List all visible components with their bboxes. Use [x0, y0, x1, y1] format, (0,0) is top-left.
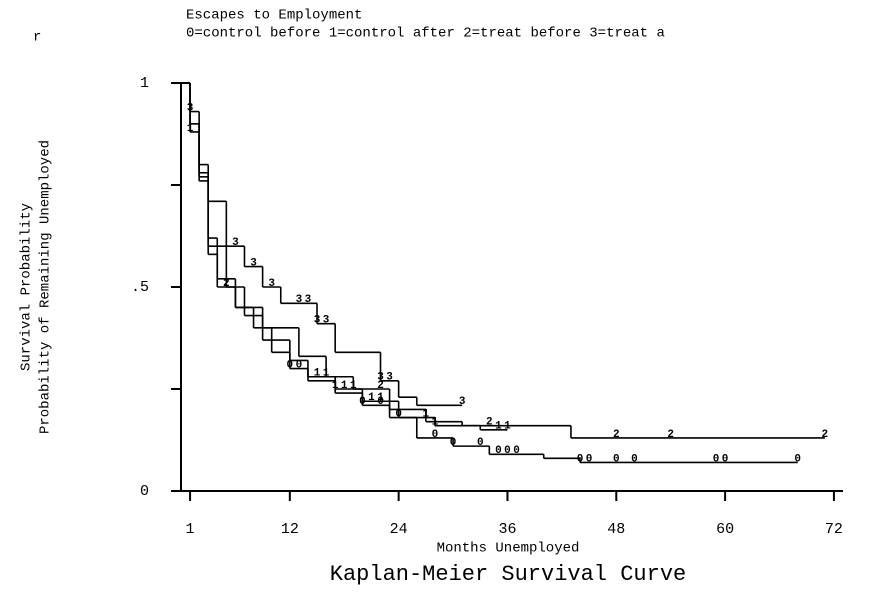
censor-marker: 1: [368, 392, 375, 404]
censor-marker: 0: [432, 429, 439, 441]
censor-marker: 1: [187, 123, 194, 135]
censor-marker: 1: [341, 380, 348, 392]
corner-text: r: [33, 30, 41, 46]
caption: Kaplan-Meier Survival Curve: [330, 562, 686, 587]
censor-marker: 2: [822, 429, 829, 441]
censor-marker: 2: [613, 429, 620, 441]
censor-marker: 3: [386, 372, 393, 384]
censor-marker: 0: [613, 453, 620, 465]
y-tick-label: 1: [140, 75, 149, 92]
censor-marker: 2: [223, 278, 230, 290]
censor-marker: 0: [631, 453, 638, 465]
censor-marker: 0: [377, 396, 384, 408]
censor-marker: 3: [296, 294, 303, 306]
censor-marker: 1: [377, 392, 384, 404]
censor-marker: 3: [314, 315, 321, 327]
censor-marker: 3: [232, 237, 239, 249]
censor-marker: 0: [722, 453, 729, 465]
censor-marker: 0: [713, 453, 720, 465]
censor-marker: 2: [667, 429, 674, 441]
censor-marker: 1: [504, 421, 511, 433]
y-axis-label: Survival Probability: [19, 203, 35, 371]
censor-marker: 0: [586, 453, 593, 465]
censor-marker: 0: [359, 396, 366, 408]
x-tick-label: 1: [186, 521, 195, 538]
chart-title: Escapes to Employment: [186, 8, 362, 24]
censor-marker: 3: [250, 258, 257, 270]
censor-marker: 0: [794, 453, 801, 465]
x-tick-label: 72: [825, 521, 843, 538]
x-axis-label: Months Unemployed: [437, 541, 580, 557]
censor-marker: 3: [268, 278, 275, 290]
censor-marker: 2: [486, 417, 493, 429]
censor-marker: 0: [287, 360, 294, 372]
x-tick-label: 60: [716, 521, 734, 538]
x-tick-label: 24: [390, 521, 408, 538]
censor-marker: 3: [377, 372, 384, 384]
censor-marker: 0: [577, 453, 584, 465]
censor-marker: 0: [450, 437, 457, 449]
censor-marker: 3: [305, 294, 312, 306]
y-tick-label: 0: [140, 483, 149, 500]
y-axis-label-2: Probability of Remaining Unemployed: [38, 140, 54, 434]
censor-marker: 1: [432, 417, 439, 429]
censor-marker: 3: [323, 315, 330, 327]
censor-marker: 0: [296, 360, 303, 372]
censor-marker: 2: [377, 380, 384, 392]
censor-marker: 0: [513, 445, 520, 457]
censor-marker: 0: [495, 445, 502, 457]
censor-marker: 0: [504, 445, 511, 457]
censor-marker: 3: [187, 102, 194, 114]
censor-marker: 1: [332, 380, 339, 392]
x-tick-label: 36: [498, 521, 516, 538]
x-tick-label: 12: [281, 521, 299, 538]
y-tick-label: .5: [131, 279, 149, 296]
censor-marker: 3: [459, 396, 466, 408]
censor-marker: 1: [314, 368, 321, 380]
chart-subtitle: 0=control before 1=control after 2=treat…: [186, 26, 665, 42]
censor-marker: 1: [495, 421, 502, 433]
censor-marker: 0: [477, 437, 484, 449]
x-tick-label: 48: [607, 521, 625, 538]
